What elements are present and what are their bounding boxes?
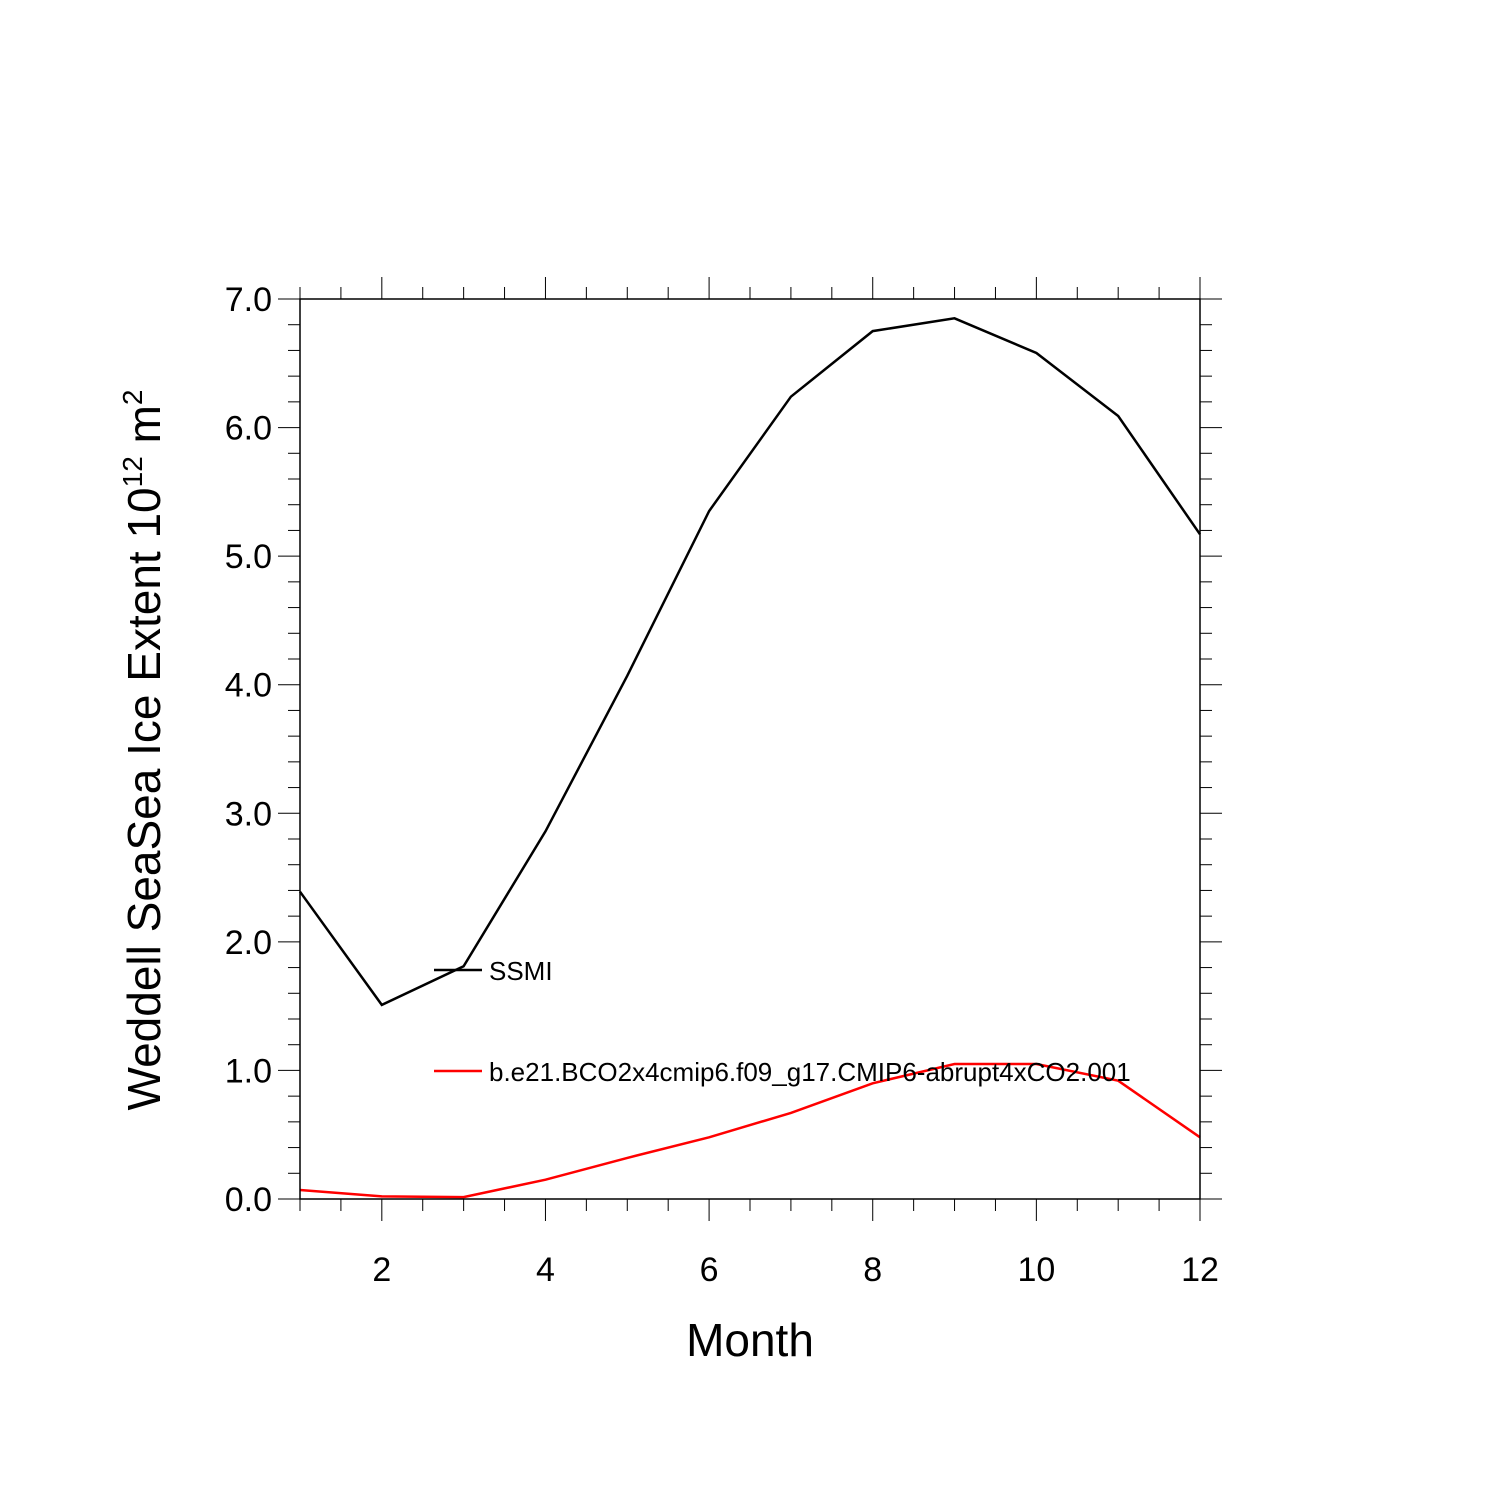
- x-tick-label: 12: [1181, 1251, 1219, 1289]
- y-tick-label: 6.0: [225, 410, 272, 448]
- y-axis-title: Weddell SeaSea Ice Extent 1012 m2: [117, 390, 170, 1111]
- y-axis-title-exponent: 12: [117, 456, 148, 487]
- legend: SSMI b.e21.BCO2x4cmip6.f09_g17.CMIP6-abru…: [434, 956, 1131, 1087]
- x-tick-label: 2: [372, 1251, 391, 1289]
- y-tick-label: 5.0: [225, 538, 272, 576]
- plot-frame: [299, 298, 1201, 1200]
- y-tick-label: 1.0: [225, 1052, 272, 1090]
- y-tick-label: 0.0: [225, 1181, 272, 1219]
- x-tick-label: 10: [1017, 1251, 1055, 1289]
- x-axis-title: Month: [686, 1314, 814, 1366]
- series-lines: [298, 317, 1202, 1199]
- y-axis-title-prefix: Weddell SeaSea Ice Extent 10: [118, 487, 170, 1110]
- x-tick-label: 8: [863, 1251, 882, 1289]
- y-tick-label: 3.0: [225, 795, 272, 833]
- y-axis-title-unit-exponent: 2: [117, 390, 148, 406]
- x-tick-label: 4: [536, 1251, 555, 1289]
- y-tick-label: 7.0: [225, 281, 272, 319]
- series-line-1: [298, 317, 1202, 1007]
- x-tick-label: 6: [700, 1251, 719, 1289]
- tick-marks: [278, 277, 1222, 1221]
- legend-label-2: b.e21.BCO2x4cmip6.f09_g17.CMIP6-abrupt4x…: [489, 1057, 1131, 1087]
- y-tick-label: 4.0: [225, 667, 272, 705]
- y-axis-title-unit: m: [118, 405, 170, 456]
- series-line-2: [299, 1062, 1201, 1199]
- tick-labels: 2 4 6 8 10 12 0.0 1.0 2.0 3.0 4.0 5.0 6.0 7.0: [225, 281, 1219, 1289]
- y-tick-label: 2.0: [225, 924, 272, 962]
- legend-label-1: SSMI: [489, 956, 553, 986]
